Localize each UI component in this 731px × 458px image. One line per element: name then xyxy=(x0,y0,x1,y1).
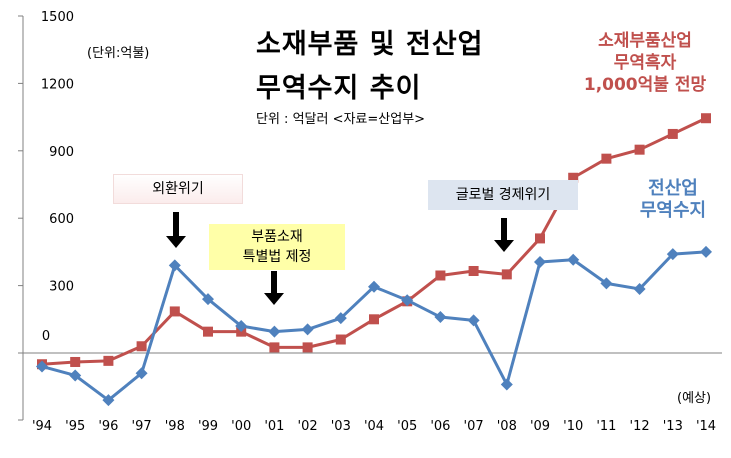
x-tick-label: '13 xyxy=(663,419,683,434)
law-arrow-icon xyxy=(264,293,284,305)
data-point xyxy=(568,172,579,183)
data-point xyxy=(168,259,181,272)
unit-source-note: 단위 : 억달러 <자료=산업부> xyxy=(256,112,426,127)
data-point xyxy=(700,245,712,258)
special-law-line2: 특별법 제정 xyxy=(242,249,312,265)
x-tick-label: '09 xyxy=(530,419,550,434)
data-point xyxy=(567,253,580,266)
currency-crisis-box: 외환위기 xyxy=(113,174,243,204)
data-point xyxy=(36,360,48,373)
crisis-arrow-shaft xyxy=(173,212,179,236)
x-tick-label: '11 xyxy=(596,419,616,434)
x-tick-label: '02 xyxy=(298,419,318,434)
special-law-line1: 부품소재 xyxy=(251,229,303,245)
y-tick-label: 600 xyxy=(49,212,74,227)
special-law-box: 부품소재 특별법 제정 xyxy=(209,224,345,270)
data-point xyxy=(501,269,512,280)
x-tick-label: '03 xyxy=(331,419,351,434)
y-tick-label: 1200 xyxy=(41,77,74,92)
x-tick-labels: '94 '95 '96 '97 '98 '99 '00 '01 '02 '03 '04 '05 '06 '… xyxy=(32,419,716,434)
global-crisis-box: 글로벌 경제위기 xyxy=(428,180,578,210)
x-tick-label: '10 xyxy=(563,419,583,434)
data-point xyxy=(301,323,314,336)
data-point xyxy=(369,314,379,325)
data-point xyxy=(368,280,380,293)
data-point xyxy=(701,113,711,124)
x-tick-label: '14 xyxy=(696,419,716,434)
x-tick-label: '97 xyxy=(132,419,152,434)
data-point xyxy=(268,325,281,338)
y-tick-label: 900 xyxy=(49,145,74,160)
series-materials xyxy=(37,113,711,370)
chart-title-line2: 무역수지 추이 xyxy=(256,73,422,104)
data-point xyxy=(334,312,347,325)
data-point xyxy=(634,144,645,155)
data-point xyxy=(633,282,646,295)
series-all-industry xyxy=(36,245,712,407)
x-tick-label: '07 xyxy=(464,419,484,434)
unit-label: (단위:억불) xyxy=(87,46,150,61)
data-point xyxy=(435,270,446,281)
data-point xyxy=(69,369,82,382)
x-tick-label: '98 xyxy=(165,419,185,434)
data-point xyxy=(169,306,180,317)
x-tick-label: '08 xyxy=(497,419,517,434)
chart-title-line1: 소재부품 및 전산업 xyxy=(256,29,484,60)
data-point xyxy=(401,294,414,307)
axes xyxy=(18,15,722,421)
global-arrow-shaft xyxy=(501,218,507,240)
data-point xyxy=(467,314,480,327)
data-point xyxy=(535,233,545,244)
data-point xyxy=(302,342,313,353)
series-layer xyxy=(36,113,712,407)
materials-note-line2: 무역흑자 xyxy=(613,53,677,73)
data-point xyxy=(70,356,81,367)
law-arrow-shaft xyxy=(271,271,277,293)
global-arrow-icon xyxy=(494,240,514,252)
data-point xyxy=(601,153,612,164)
y-tick-label: 0 xyxy=(42,329,50,344)
y-tick-label: 300 xyxy=(49,280,74,295)
data-point xyxy=(600,277,613,290)
data-point xyxy=(102,394,115,407)
x-tick-label: '00 xyxy=(231,419,251,434)
materials-note-line1: 소재부품산업 xyxy=(598,31,692,51)
data-point xyxy=(202,293,214,306)
data-point xyxy=(103,355,114,366)
data-point xyxy=(135,367,148,380)
x-tick-label: '99 xyxy=(198,419,218,434)
data-point xyxy=(534,256,546,269)
data-point xyxy=(500,378,513,391)
materials-surplus-note: 소재부품산업 무역흑자 1,000억불 전망 xyxy=(561,30,729,96)
crisis-arrow-icon xyxy=(166,236,186,248)
forecast-label: (예상) xyxy=(677,391,712,406)
x-tick-label: '96 xyxy=(98,419,118,434)
all-industry-note: 전산업 무역수지 xyxy=(618,178,728,222)
x-tick-label: '01 xyxy=(264,419,284,434)
x-tick-label: '05 xyxy=(397,419,417,434)
data-point xyxy=(667,128,678,139)
x-tick-label: '12 xyxy=(630,419,650,434)
data-point xyxy=(269,342,280,353)
all-industry-note-line1: 전산업 xyxy=(648,178,698,199)
x-tick-label: '06 xyxy=(430,419,450,434)
data-point xyxy=(136,341,147,352)
data-point xyxy=(434,311,447,324)
materials-note-line3: 1,000억불 전망 xyxy=(583,75,707,95)
x-tick-label: '94 xyxy=(32,419,52,434)
data-point xyxy=(468,265,479,276)
x-tick-label: '95 xyxy=(65,419,85,434)
y-tick-labels: 1500 1200 900 600 300 0 xyxy=(41,10,74,344)
all-industry-note-line2: 무역수지 xyxy=(639,200,707,221)
data-point xyxy=(235,320,248,333)
y-tick-label: 1500 xyxy=(41,10,74,25)
data-point xyxy=(203,326,213,337)
x-tick-label: '04 xyxy=(364,419,384,434)
data-point xyxy=(335,334,346,345)
data-point xyxy=(666,248,679,261)
